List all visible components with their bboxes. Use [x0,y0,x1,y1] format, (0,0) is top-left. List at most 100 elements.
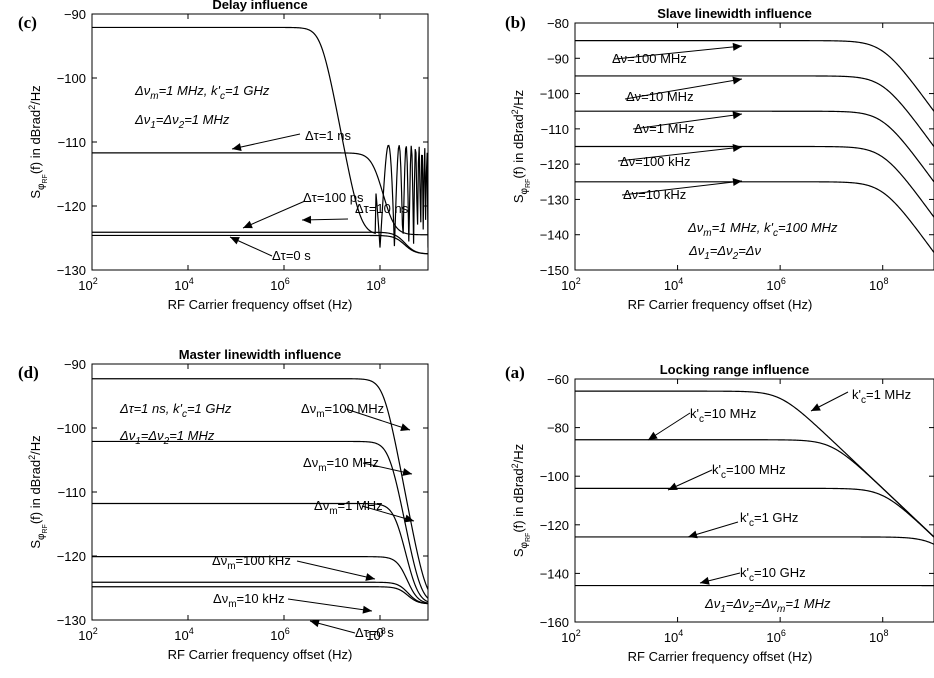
series-label: k'c=100 MHz [712,462,786,481]
y-tick-label: −80 [547,16,569,31]
y-tick-label: −110 [541,122,569,137]
series-label: k'c=10 MHz [690,406,756,425]
y-tick-label: −140 [540,228,569,243]
x-tick-label: 108 [869,276,888,293]
y-tick-label: −120 [540,518,569,533]
x-axis-label: RF Carrier frequency offset (Hz) [168,297,353,312]
x-tick-label: 108 [869,628,888,645]
x-axis-label: RF Carrier frequency offset (Hz) [628,297,813,312]
chart-panel-b: −150 −140 −130 −120 −110 −100 −90 −80 102 104 106 1… [505,6,934,312]
plot-frame [92,14,428,270]
x-axis-label: RF Carrier frequency offset (Hz) [628,649,813,664]
series-label: Δν=100 kHz [620,154,690,169]
y-tick-label: −90 [64,7,86,22]
x-tick-label: 102 [561,628,580,645]
y-tick-label: −160 [540,615,569,630]
y-tick-label: −100 [540,469,569,484]
label-arrow [288,599,372,611]
y-tick-label: −100 [57,421,86,436]
panel-note: Δτ=1 ns, k'c=1 GHz [119,401,232,420]
label-arrow [243,201,305,228]
arrow-head [733,144,742,152]
y-tick-label: −130 [57,613,86,628]
arrow-head [733,43,742,51]
series-label: Δτ=0 s [355,625,394,640]
x-tick-label: 102 [78,626,97,643]
series-label: k'c=1 MHz [852,387,911,406]
panel-title: Locking range influence [660,362,810,377]
series-label: Δν=10 MHz [626,89,694,104]
panel-note: Δν1=Δν2=Δνm=1 MHz [704,596,831,615]
series-label: Δνm=100 kHz [212,553,291,572]
x-axis-label: RF Carrier frequency offset (Hz) [168,647,353,662]
y-axis-label: SφRF(f) in dBrad2/Hz [27,85,49,198]
arrow-head [365,573,375,581]
arrow-head [232,143,242,151]
series-label: Δν=10 kHz [623,187,686,202]
x-tick-label: 106 [766,628,785,645]
y-tick-label: −140 [540,566,569,581]
panel-title: Slave linewidth influence [657,6,812,21]
panel-letter: (a) [505,363,525,382]
y-axis-label: SφRF(f) in dBrad2/Hz [510,444,532,557]
x-tick-label: 106 [270,276,289,293]
x-tick-label: 104 [664,628,683,645]
series-line [575,537,934,544]
arrow-head [732,77,742,85]
chart-panel-a: −160 −140 −120 −100 −80 −60 102 104 106 108 Lockin… [505,362,934,664]
y-tick-label: −90 [547,51,569,66]
panel-title: Master linewidth influence [179,347,342,362]
series-label: Δνm=1 MHz [314,498,383,517]
panel-note: Δνm=1 MHz, k'c=1 GHz [134,83,270,102]
y-tick-label: −120 [540,157,569,172]
y-tick-label: −120 [57,549,86,564]
x-tick-label: 104 [174,276,193,293]
y-tick-label: −100 [57,71,86,86]
arrow-head [700,577,710,585]
arrow-head [733,111,742,119]
y-tick-label: −110 [58,135,86,150]
panel-note: Δν1=Δν2=Δν [688,243,762,262]
series-label: Δτ=0 s [272,248,311,263]
arrow-head [302,216,311,224]
y-axis-label: SφRF(f) in dBrad2/Hz [510,90,532,203]
y-tick-label: −130 [540,192,569,207]
arrow-head [402,468,412,476]
x-tick-label: 106 [766,276,785,293]
arrow-head [363,606,372,614]
y-tick-label: −80 [547,421,569,436]
y-tick-label: −150 [540,263,569,278]
x-tick-label: 104 [664,276,683,293]
chart-panel-c: −130 −120 −110 −100 −90 102 104 106 108 Delay inf… [18,0,428,312]
series-label: Δν=1 MHz [634,121,694,136]
y-axis-label: SφRF(f) in dBrad2/Hz [27,435,49,548]
arrow-head [688,531,698,539]
x-tick-label: 106 [270,626,289,643]
y-tick-label: −130 [57,263,86,278]
panel-letter: (c) [18,13,37,32]
series-label: Δτ=1 ns [305,128,351,143]
series-label: Δνm=10 kHz [213,591,285,610]
arrow-head [648,432,658,440]
arrow-head [310,619,320,627]
panel-letter: (d) [18,363,39,382]
series-label: k'c=10 GHz [740,565,806,584]
panel-note: Δν1=Δν2=1 MHz [134,112,230,131]
series-line [92,153,428,235]
label-arrow [232,134,300,149]
panel-letter: (b) [505,13,526,32]
x-tick-label: 108 [366,276,385,293]
arrow-head [400,423,410,431]
x-tick-label: 102 [561,276,580,293]
series-label: k'c=1 GHz [740,510,798,529]
y-tick-label: −60 [547,372,569,387]
x-tick-label: 102 [78,276,97,293]
x-tick-label: 104 [174,626,193,643]
y-tick-label: −90 [64,357,86,372]
series-label: Δτ=100 ps [303,190,364,205]
y-tick-label: −100 [540,87,569,102]
y-tick-label: −120 [57,199,86,214]
panel-title: Delay influence [212,0,307,12]
panel-note: Δν1=Δν2=1 MHz [119,428,215,447]
